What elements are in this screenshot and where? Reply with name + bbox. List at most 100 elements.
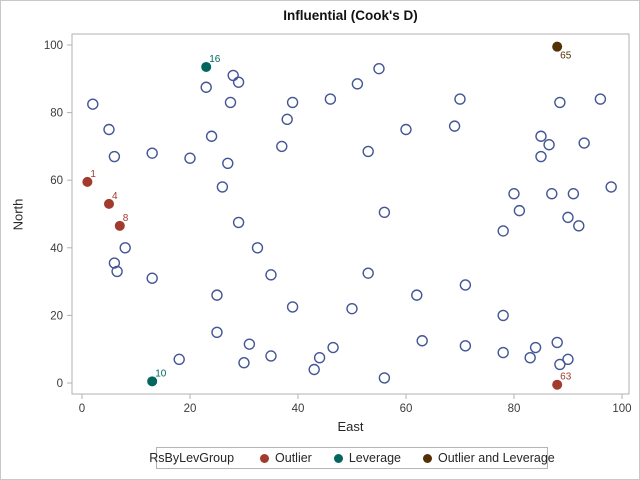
data-point: [351, 78, 364, 90]
data-point: [346, 302, 358, 315]
x-tick-label: 20: [184, 403, 197, 415]
data-point-label: 4: [112, 191, 118, 202]
data-point: [324, 93, 337, 105]
data-point: [524, 351, 536, 364]
outlier-marker-icon: [260, 453, 270, 463]
data-point: [201, 61, 212, 72]
data-point: [378, 372, 391, 384]
x-axis-ticks: 0 20 40 60 80 100: [79, 394, 632, 415]
data-point: [232, 216, 245, 229]
data-point: [286, 301, 299, 313]
legend-entry-outlier: Outlier: [260, 451, 312, 465]
x-tick-label: 100: [612, 403, 631, 415]
data-point: [286, 96, 299, 109]
data-point: [567, 188, 580, 200]
data-point: [114, 220, 125, 231]
data-point: [508, 188, 520, 200]
data-point: [578, 137, 590, 149]
data-point: [103, 123, 115, 136]
x-tick-label: 0: [79, 403, 85, 415]
data-point: [265, 350, 277, 362]
data-point: [554, 358, 566, 371]
legend-entry-label: Outlier: [275, 451, 312, 465]
plot-frame: [71, 33, 630, 395]
outlier-and-leverage-marker-icon: [422, 453, 432, 463]
data-point: [554, 96, 566, 109]
data-point: [497, 309, 509, 322]
data-point: [373, 62, 385, 75]
data-point: [146, 147, 158, 159]
data-point-label: 63: [560, 372, 572, 383]
data-point-labels: 1 48 63 16 10 65: [90, 51, 571, 383]
data-point: [147, 376, 158, 387]
data-point: [119, 242, 131, 254]
data-point: [535, 150, 547, 163]
data-point: [108, 150, 121, 163]
data-point: [411, 289, 423, 301]
y-axis-title: North: [10, 198, 26, 231]
data-point: [448, 120, 461, 132]
x-tick-label: 60: [400, 403, 413, 415]
data-point: [327, 341, 339, 354]
y-tick-label: 0: [57, 378, 63, 390]
data-point: [216, 181, 229, 193]
data-point: [211, 289, 223, 301]
data-point: [562, 353, 574, 366]
data-point: [416, 335, 428, 347]
data-point-label: 16: [209, 54, 221, 65]
data-point: [535, 130, 547, 142]
data-point: [146, 272, 158, 284]
data-point: [562, 211, 574, 224]
data-point: [103, 198, 114, 209]
data-point: [378, 206, 391, 219]
y-tick-label: 80: [50, 108, 63, 120]
data-point: [232, 76, 245, 88]
data-point: [459, 340, 472, 352]
data-point: [551, 336, 563, 349]
data-point: [513, 204, 526, 217]
data-point: [313, 351, 326, 364]
data-point: [400, 123, 412, 136]
data-point: [200, 81, 212, 93]
data-point: [265, 269, 277, 281]
data-point: [459, 279, 472, 291]
legend-entry-outlier-and-leverage: Outlier and Leverage: [422, 451, 555, 465]
x-tick-label: 80: [508, 403, 521, 415]
leverage-marker-icon: [333, 453, 343, 463]
data-point-label: 8: [123, 213, 129, 224]
data-point: [362, 267, 374, 279]
data-point: [243, 338, 256, 350]
legend: RsByLevGroup Outlier Leverage Outlier an…: [149, 447, 555, 469]
data-point-label: 65: [560, 51, 572, 62]
legend-entry-label: Leverage: [348, 451, 401, 465]
data-point: [238, 357, 250, 369]
data-point: [454, 93, 466, 105]
data-point: [87, 98, 99, 110]
y-tick-label: 60: [50, 175, 63, 187]
data-point: [82, 176, 93, 187]
data-point: [543, 139, 555, 151]
data-point: [222, 157, 234, 169]
data-point: [184, 152, 196, 164]
data-point: [529, 341, 542, 354]
x-axis-title: East: [337, 419, 364, 434]
legend-entry-label: Outlier and Leverage: [437, 451, 555, 465]
data-point: [497, 346, 509, 359]
data-point: [205, 130, 218, 142]
data-point: [573, 220, 585, 232]
data-point: [281, 113, 293, 126]
data-point: [605, 181, 617, 193]
data-point: [276, 140, 288, 153]
data-point: [173, 353, 185, 366]
data-point-label: 1: [90, 169, 96, 180]
data-point: [227, 69, 239, 82]
data-point: [308, 363, 320, 376]
data-point: [552, 379, 563, 390]
y-tick-label: 40: [50, 243, 63, 255]
data-point: [552, 41, 563, 52]
y-tick-label: 100: [44, 40, 63, 52]
legend-entry-leverage: Leverage: [333, 451, 401, 465]
data-points: [82, 41, 617, 390]
